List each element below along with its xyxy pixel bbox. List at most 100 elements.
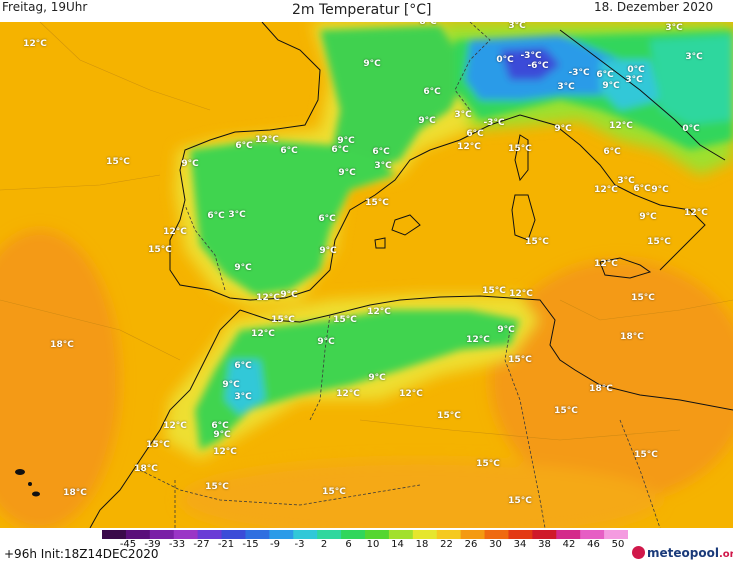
temperature-label: 6°C bbox=[596, 70, 614, 80]
scale-tick-label: 46 bbox=[587, 539, 600, 550]
temperature-label: 0°C bbox=[682, 124, 700, 134]
scale-cell bbox=[293, 530, 318, 539]
temperature-label: 9°C bbox=[317, 337, 335, 347]
scale-tick-label: 42 bbox=[562, 539, 576, 550]
scale-cell bbox=[269, 530, 294, 539]
temperature-label: 15°C bbox=[508, 496, 532, 506]
temperature-label: 15°C bbox=[525, 237, 549, 247]
temperature-label: 9°C bbox=[234, 263, 252, 273]
temperature-label: 12°C bbox=[399, 389, 423, 399]
temperature-label: 12°C bbox=[251, 329, 275, 339]
temperature-label: 15°C bbox=[631, 293, 655, 303]
temperature-label: 6°C bbox=[372, 147, 390, 157]
scale-cell bbox=[412, 530, 438, 539]
temperature-label: 3°C bbox=[454, 110, 472, 120]
scale-cell bbox=[556, 530, 581, 539]
temperature-label: 3°C bbox=[374, 161, 392, 171]
temperature-field bbox=[0, 0, 733, 540]
temperature-label: 3°C bbox=[685, 52, 703, 62]
temperature-label: 12°C bbox=[594, 259, 618, 269]
temperature-label: 9°C bbox=[338, 168, 356, 178]
meteopool-logo[interactable]: meteopool.org bbox=[632, 546, 733, 560]
temperature-label: 6°C bbox=[211, 421, 229, 431]
borders bbox=[139, 21, 661, 529]
temperature-label: 18°C bbox=[63, 488, 87, 498]
scale-cell bbox=[125, 530, 151, 539]
valid-date: 18. Dezember 2020 bbox=[594, 0, 714, 14]
scale-tick-label: 6 bbox=[345, 539, 352, 550]
temperature-label: 12°C bbox=[336, 389, 360, 399]
temperature-label: 15°C bbox=[365, 198, 389, 208]
scale-tick-label: -3 bbox=[294, 539, 305, 550]
scale-cell bbox=[102, 530, 127, 539]
cold-zones bbox=[190, 25, 733, 450]
temperature-label: 9°C bbox=[337, 136, 355, 146]
temperature-map[interactable]: 12°C 8°C 3°C 3°C 9°C 0°C -3°C -6°C -3°C 6°C 0°C 3°C… bbox=[0, 0, 733, 540]
temperature-label: 12°C bbox=[609, 121, 633, 131]
scale-cell bbox=[508, 530, 533, 539]
temperature-label: 6°C bbox=[423, 87, 441, 97]
scale-cell bbox=[604, 530, 628, 539]
scale-cell bbox=[436, 530, 462, 539]
scale-tick-label: 22 bbox=[440, 539, 453, 550]
temperature-label: 18°C bbox=[620, 332, 644, 342]
temperature-label: 15°C bbox=[647, 237, 671, 247]
temperature-label: 15°C bbox=[146, 440, 170, 450]
scale-cell bbox=[221, 530, 246, 539]
temperature-label: 15°C bbox=[205, 482, 229, 492]
temperature-label: -3°C bbox=[520, 51, 542, 61]
logo-text: meteo bbox=[647, 546, 690, 560]
temperature-label: 6°C bbox=[633, 184, 651, 194]
temperature-label: 9°C bbox=[554, 124, 572, 134]
scale-tick-label: 2 bbox=[320, 539, 328, 550]
scale-cell bbox=[317, 530, 342, 539]
temperature-label: 18°C bbox=[50, 340, 74, 350]
temperature-label: 15°C bbox=[554, 406, 578, 416]
scale-cell bbox=[460, 530, 486, 539]
temperature-label: 3°C bbox=[625, 75, 643, 85]
temperature-label: 15°C bbox=[322, 487, 346, 497]
temperature-label: -6°C bbox=[527, 61, 549, 71]
temperature-label: 15°C bbox=[271, 315, 295, 325]
scale-cell bbox=[365, 530, 390, 539]
temperature-label: 9°C bbox=[213, 430, 231, 440]
temperature-label: 15°C bbox=[476, 459, 500, 469]
temperature-label: 18°C bbox=[134, 464, 158, 474]
temperature-label: 3°C bbox=[228, 210, 246, 220]
temperature-label: 6°C bbox=[331, 145, 349, 155]
logo-tld: .org bbox=[718, 549, 733, 560]
scale-tick-label: 10 bbox=[366, 539, 380, 550]
temperature-label: 0°C bbox=[627, 65, 645, 75]
temperature-label: 15°C bbox=[148, 245, 172, 255]
scale-tick-label: 50 bbox=[611, 539, 625, 550]
scale-tick-label: 38 bbox=[538, 539, 551, 550]
temperature-label: 3°C bbox=[508, 21, 526, 31]
temperature-label: 8°C bbox=[419, 17, 437, 27]
temperature-label: 12°C bbox=[594, 185, 618, 195]
logo-icon bbox=[632, 546, 645, 559]
scale-cell bbox=[532, 530, 557, 539]
scale-cell bbox=[149, 530, 175, 539]
temperature-label: 15°C bbox=[508, 355, 532, 365]
temperature-label: 15°C bbox=[106, 157, 130, 167]
temperature-label: 12°C bbox=[163, 421, 187, 431]
scale-cell bbox=[341, 530, 366, 539]
temperature-label: 12°C bbox=[466, 335, 490, 345]
temperature-label: 3°C bbox=[617, 176, 635, 186]
temperature-label: 12°C bbox=[684, 208, 708, 218]
temperature-label: 12°C bbox=[457, 142, 481, 152]
scale-tick-label: 26 bbox=[464, 539, 478, 550]
temperature-label: 15°C bbox=[634, 450, 658, 460]
temperature-label: 9°C bbox=[363, 59, 381, 69]
temperature-label: 9°C bbox=[639, 212, 657, 222]
temperature-label: 18°C bbox=[589, 384, 613, 394]
logo-text-bold: pool bbox=[689, 546, 719, 560]
temperature-label: 9°C bbox=[497, 325, 515, 335]
temperature-label: 9°C bbox=[319, 246, 337, 256]
scale-tick-label: 14 bbox=[391, 539, 404, 550]
scale-cell bbox=[245, 530, 270, 539]
temperature-label: 15°C bbox=[333, 315, 357, 325]
scale-tick-label: -39 bbox=[144, 539, 161, 550]
temperature-label: 6°C bbox=[466, 129, 484, 139]
scale-cell bbox=[173, 530, 199, 539]
